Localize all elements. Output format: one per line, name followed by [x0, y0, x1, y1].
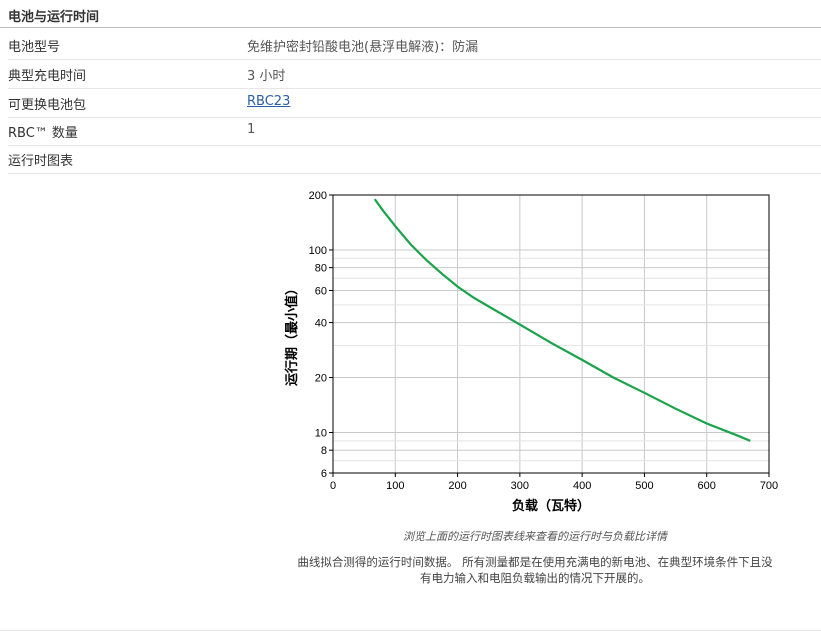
spec-value: 3 小时: [247, 69, 286, 84]
x-axis-label: 负载（瓦特）: [512, 498, 590, 513]
spec-value: 1: [247, 122, 256, 137]
y-tick-label: 8: [321, 445, 327, 457]
x-tick-label: 300: [511, 480, 529, 492]
x-tick-label: 100: [386, 480, 404, 492]
y-tick-label: 80: [315, 263, 327, 275]
spec-row-replacement-battery: 可更换电池包 RBC23: [8, 88, 821, 118]
spec-row-battery-type: 电池型号 免维护密封铅酸电池(悬浮电解液)：防漏: [8, 30, 821, 60]
y-tick-label: 20: [315, 373, 327, 385]
x-tick-label: 700: [760, 480, 778, 492]
spec-value-container: RBC23: [247, 94, 290, 109]
runtime-chart-svg: 0 100 200 300 400 500 600 700 6 8 10 20 40 60 80 100 20…: [284, 190, 778, 513]
spec-label: 可更换电池包: [8, 98, 87, 113]
x-tick-label: 500: [635, 480, 653, 492]
y-tick-label: 200: [309, 190, 327, 202]
runtime-chart: 0 100 200 300 400 500 600 700 6 8 10 20 40 60 80 100 20…: [280, 182, 800, 522]
y-axis-label: 运行期（最小值）: [284, 282, 299, 386]
chart-description-line: 有电力输入和电阻负载输出的情况下开展的。: [420, 571, 650, 585]
chart-description: 曲线拟合测得的运行时间数据。 所有测量都是在使用充满电的新电池、在典型环境条件下…: [280, 554, 790, 586]
chart-note: 浏览上面的运行时图表线来查看的运行时与负载比详情: [403, 530, 667, 543]
x-ticks: 0 100 200 300 400 500 600 700: [330, 473, 778, 492]
spec-label: 运行时图表: [8, 154, 74, 169]
x-tick-label: 200: [448, 480, 466, 492]
x-tick-label: 400: [573, 480, 591, 492]
y-tick-label: 40: [315, 318, 327, 330]
spec-row-charge-time: 典型充电时间 3 小时: [8, 59, 821, 89]
runtime-series-line: [373, 198, 751, 442]
rbc-link[interactable]: RBC23: [247, 94, 291, 109]
spec-value: 免维护密封铅酸电池(悬浮电解液)：防漏: [247, 40, 479, 55]
y-ticks: 6 8 10 20 40 60 80 100 200: [309, 190, 333, 480]
spec-row-rbc-quantity: RBC™ 数量 1: [8, 116, 821, 146]
bottom-divider: [0, 630, 821, 631]
section-divider: [0, 27, 821, 28]
spec-label: 典型充电时间: [8, 69, 87, 84]
y-tick-label: 60: [315, 285, 327, 297]
spec-label: 电池型号: [8, 40, 61, 55]
section-title: 电池与运行时间: [8, 10, 100, 25]
x-tick-label: 0: [330, 480, 336, 492]
chart-grid: [333, 195, 769, 473]
y-tick-label: 6: [321, 468, 327, 480]
y-tick-label: 100: [309, 245, 327, 257]
spec-label: RBC™ 数量: [8, 126, 78, 141]
x-tick-label: 600: [698, 480, 716, 492]
plot-frame: [332, 194, 770, 474]
chart-description-line: 曲线拟合测得的运行时间数据。 所有测量都是在使用充满电的新电池、在典型环境条件下…: [297, 555, 773, 569]
y-tick-label: 10: [315, 428, 327, 440]
spec-row-runtime-chart: 运行时图表: [8, 144, 821, 174]
